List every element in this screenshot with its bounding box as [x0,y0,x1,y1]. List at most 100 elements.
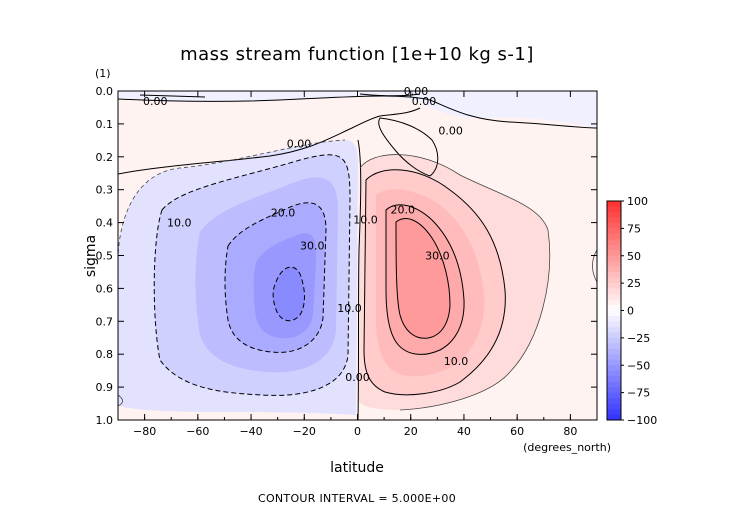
colorbar-swatch [607,222,621,229]
colorbar-swatch [607,403,621,410]
positive-contour-5 [359,154,551,411]
colorbar-tick-label: 0 [627,305,634,318]
colorbar-swatch [607,277,621,284]
x-tick-label: −80 [133,425,156,438]
colorbar-tick-label: −25 [627,332,650,345]
contour-label: 0.00 [345,371,370,384]
colorbar-swatch [607,217,621,224]
y-axis-title: sigma [83,235,99,277]
colorbar-swatch [607,348,621,355]
contour-label: 0.00 [404,85,429,98]
y-unit-label: (1) [95,67,111,80]
colorbar-swatch [607,294,621,300]
positive-contour-10 [363,169,506,396]
x-tick-label: 60 [510,425,524,438]
colorbar-swatch [607,343,621,350]
y-tick-label: 0.0 [96,85,114,98]
contour-label: 0.00 [438,124,463,137]
negative-contour-30 [272,266,305,322]
colorbar-swatch [607,288,621,295]
colorbar-swatch [607,250,621,257]
colorbar-swatch [607,332,621,339]
y-tick-label: 0.4 [96,217,114,230]
y-tick-label: 0.7 [96,315,114,328]
x-tick-label: 80 [563,425,577,438]
contour-label: 10.0 [337,302,362,315]
zero-contour-upper [118,107,421,175]
colorbar-swatch [607,283,621,289]
negative-contour-5 [118,139,346,261]
y-tick-label: 0.8 [96,348,114,361]
colorbar-tick-label: −100 [627,414,657,427]
y-tick-label: 0.1 [96,118,114,131]
minor-contour-right-edge [592,249,597,283]
colorbar: 100 75 50 25 0 −25 −50 −75 −100 [606,195,657,427]
y-tick-label: 0.9 [96,381,114,394]
chart-title: mass stream function [1e+10 kg s-1] [180,44,534,65]
colorbar-swatch [607,266,621,273]
x-tick-label: 40 [457,425,471,438]
contour-label: 30.0 [300,240,325,253]
x-tick-label: 20 [404,425,418,438]
plot-area [118,91,597,420]
colorbar-swatch [607,337,621,344]
colorbar-swatch [607,261,621,267]
contour-label: 0.00 [143,95,168,108]
colorbar-swatch [607,321,621,328]
colorbar-swatch [607,244,621,251]
colorbar-tick-label: −50 [627,359,650,372]
y-tick-label: 0.2 [96,151,114,164]
colorbar-swatch [607,392,621,399]
northern-cell-band-5 [396,218,450,339]
colorbar-swatch [607,414,621,421]
contour-interval-note: CONTOUR INTERVAL = 5.000E+00 [258,492,456,505]
y-axis: 0.0 0.1 0.2 0.3 0.4 0.5 0.6 0.7 0.8 0.9 1.0 [96,85,597,427]
x-tick-label: 0 [354,425,361,438]
y-tick-label: 0.6 [96,282,114,295]
contour-labels: 0.000.000.000.000.0010.020.030.010.00.00… [143,85,468,384]
zero-contour-top-2 [139,93,421,98]
colorbar-swatch [607,201,621,207]
positive-contour-30 [395,218,451,339]
colorbar-swatch [607,305,621,311]
colorbar-swatch [607,381,621,388]
colorbar-swatch [607,299,621,306]
contour-label: 10.0 [167,217,192,230]
contour-label: 30.0 [425,250,450,263]
colorbar-swatch [607,354,621,361]
x-tick-label: −40 [239,425,262,438]
x-axis: −80 −60 −40 −20 0 20 40 60 80 [117,91,598,438]
negative-contour-20 [224,202,327,353]
zero-contour-island [378,117,439,177]
colorbar-swatch [607,409,621,415]
colorbar-swatch [607,359,621,366]
colorbar-swatch [607,272,621,278]
colorbar-swatch [607,365,621,372]
contour-label: 10.0 [444,355,469,368]
y-tick-label: 0.5 [96,250,114,263]
colorbar-swatch [607,211,621,218]
contour-label: 20.0 [390,203,415,216]
colorbar-swatch [607,310,621,317]
colorbar-swatch [607,398,621,404]
southern-cell-core [273,267,305,321]
x-tick-label: −20 [293,425,316,438]
contour-label: 0.00 [287,138,312,151]
contour-label: 20.0 [271,207,296,220]
upper-negative-fill [118,91,597,128]
colorbar-swatch [607,376,621,382]
contour-label: 10.0 [353,213,378,226]
colorbar-tick-label: 100 [627,195,648,208]
x-unit-label: (degrees_north) [523,441,611,454]
positive-contour-20 [385,204,465,355]
colorbar-tick-label: 25 [627,277,641,290]
colorbar-swatch [607,370,621,377]
colorbar-swatch [607,228,621,235]
zero-contour-top [118,95,597,129]
colorbar-swatch [607,206,621,213]
colorbar-swatch [607,239,621,246]
colorbar-tick-label: −75 [627,387,650,400]
y-tick-label: 1.0 [96,414,114,427]
contour-label: 0.00 [412,95,437,108]
